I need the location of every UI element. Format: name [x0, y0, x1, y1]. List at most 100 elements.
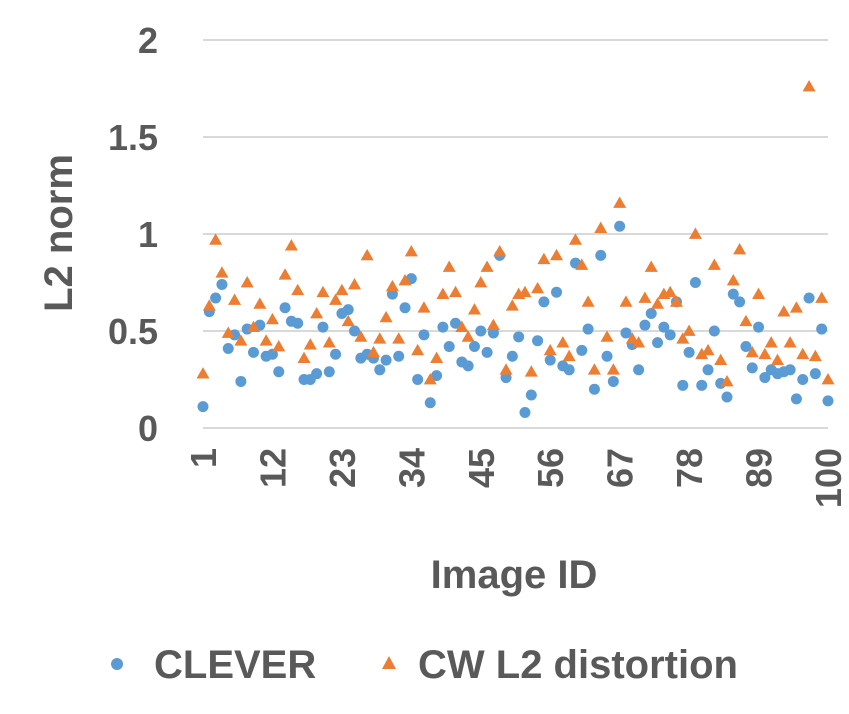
cw-point	[436, 287, 450, 300]
cw-point	[688, 227, 702, 239]
clever-point	[809, 368, 821, 380]
legend-label-cw: CW L2 distortion	[418, 643, 738, 687]
cw-point	[568, 233, 582, 245]
x-tick-label: 23	[322, 448, 363, 488]
cw-point	[701, 343, 715, 356]
clever-point	[443, 341, 455, 353]
clever-point	[734, 296, 746, 308]
cw-point	[354, 330, 368, 342]
cw-point	[461, 330, 475, 342]
cw-point	[619, 295, 633, 307]
cw-point	[392, 332, 406, 344]
cw-point	[455, 320, 469, 332]
clever-point	[462, 360, 474, 372]
cw-point	[707, 258, 721, 270]
x-axis-ticks: 1 12 23 34 45 56 67 78 89 100	[183, 448, 849, 508]
cw-point	[625, 332, 639, 344]
clever-point	[645, 308, 657, 320]
cw-point	[821, 373, 835, 385]
clever-point	[450, 317, 462, 329]
clever-point	[816, 323, 828, 335]
clever-point	[222, 342, 234, 354]
cw-point	[278, 268, 292, 280]
cw-point	[808, 349, 822, 362]
clever-point	[431, 370, 443, 382]
cw-point	[341, 314, 355, 327]
cw-point	[417, 301, 431, 313]
clever-point	[759, 372, 771, 384]
clever-point	[614, 220, 626, 232]
x-tick-label: 56	[530, 448, 571, 488]
cw-point	[556, 336, 570, 348]
clever-point	[317, 321, 329, 333]
clever-point	[607, 375, 619, 387]
cw-point	[663, 285, 677, 298]
cw-point	[537, 252, 551, 265]
clever-point	[582, 323, 594, 335]
legend-marker-clever	[111, 658, 123, 670]
cw-point	[253, 297, 267, 309]
cw-point	[398, 274, 412, 286]
x-tick-label: 100	[808, 448, 849, 508]
clever-point	[216, 278, 228, 290]
gridlines	[203, 39, 828, 332]
clever-point	[740, 341, 752, 353]
clever-point	[323, 366, 335, 378]
y-tick-label: 2	[138, 20, 158, 61]
cw-point	[335, 283, 349, 296]
cw-point	[505, 299, 519, 311]
clever-point	[197, 401, 209, 413]
x-tick-label: 78	[669, 448, 710, 488]
cw-point	[669, 295, 683, 307]
clever-point	[683, 346, 695, 358]
cw-point	[752, 287, 766, 300]
cw-point	[600, 330, 614, 342]
cw-point	[297, 351, 311, 364]
legend-label-clever: CLEVER	[154, 643, 316, 687]
clever-point	[708, 325, 720, 337]
cw-point	[272, 340, 286, 352]
cw-point	[682, 324, 696, 336]
clever-point	[519, 406, 531, 418]
clever-point	[311, 368, 323, 380]
clever-point	[689, 277, 701, 288]
cw-point	[493, 244, 507, 257]
clever-point	[513, 331, 525, 343]
clever-point	[248, 346, 260, 358]
cw-point	[714, 353, 728, 365]
y-axis-ticks: 0 0.5 1 1.5 2	[108, 20, 158, 449]
cw-point	[770, 353, 784, 365]
cw-point	[373, 332, 387, 344]
y-axis-title: L2 norm	[37, 154, 81, 312]
cw-point	[247, 320, 261, 332]
data-points	[196, 80, 835, 418]
clever-point	[468, 341, 480, 353]
clever-point	[292, 317, 304, 329]
clever-point	[563, 364, 575, 376]
cw-point	[411, 343, 425, 356]
cw-point	[209, 233, 223, 245]
cw-point	[764, 336, 778, 348]
clever-point	[487, 327, 499, 339]
cw-point	[543, 343, 557, 356]
cw-point	[215, 266, 229, 278]
cw-point	[550, 248, 564, 261]
cw-point	[240, 276, 254, 288]
cw-point	[518, 285, 532, 298]
cw-point	[196, 367, 210, 379]
cw-point	[221, 326, 235, 338]
clever-point	[532, 335, 544, 347]
cw-point	[385, 279, 399, 292]
clever-point	[652, 337, 664, 349]
clever-point	[658, 321, 670, 333]
cw-point	[474, 276, 488, 288]
cw-point	[467, 303, 481, 315]
x-tick-label: 67	[600, 448, 641, 488]
cw-point	[284, 239, 298, 251]
cw-point	[644, 260, 658, 272]
clever-point	[475, 325, 487, 337]
cw-point	[234, 334, 248, 346]
clever-point	[210, 292, 222, 304]
cw-point	[480, 260, 494, 272]
clever-point	[620, 327, 632, 339]
